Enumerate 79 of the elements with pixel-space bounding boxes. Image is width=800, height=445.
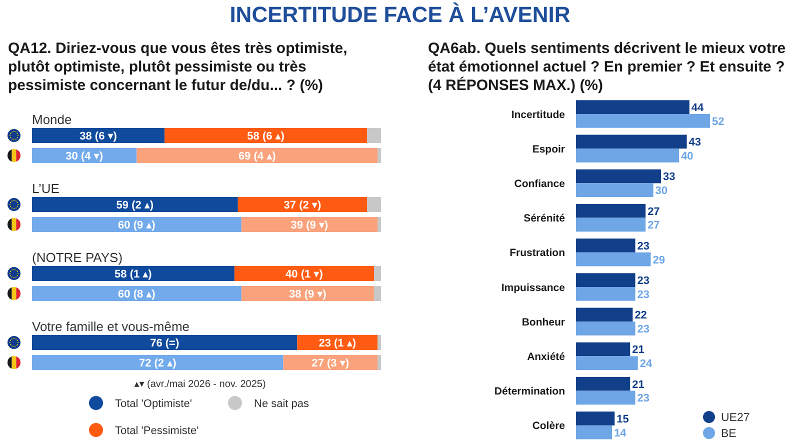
data-label: 38 (9 ▾) <box>289 288 327 300</box>
bar <box>576 390 636 405</box>
data-label: 23 (1 ▴) <box>318 337 356 350</box>
chart-title: QA12. Diriez-vous que vous êtes très optimiste, plutôt optimiste, plutôt pessimiste ou très pessimiste concernant le futur de/du... ? (%) <box>8 40 348 94</box>
data-label: 38 (6 ▾) <box>80 130 118 142</box>
data-label: 24 <box>640 358 653 370</box>
data-label: 21 <box>632 378 644 391</box>
legend-label: BE <box>721 428 737 440</box>
bar <box>576 376 630 391</box>
data-label: 58 (1 ▴) <box>114 268 152 280</box>
bar <box>576 273 636 287</box>
data-label: 27 <box>648 220 660 232</box>
data-label: 21 <box>632 344 644 356</box>
y-tick-label: L’UE <box>32 181 60 196</box>
legend-label: Total 'Pessimiste' <box>115 424 199 437</box>
data-label: 30 (4 ▾) <box>66 150 104 162</box>
data-label: 15 <box>616 413 629 426</box>
data-label: 43 <box>688 136 702 149</box>
bar <box>576 425 612 440</box>
data-label: 60 (8 ▴) <box>118 288 156 300</box>
data-label: 37 (2 ▾) <box>284 199 322 212</box>
y-tick-label: Impuissance <box>501 282 566 294</box>
y-tick-label: Confiance <box>514 178 566 190</box>
y-tick-label: Monde <box>32 112 72 127</box>
legend-label: Ne sait pas <box>254 398 310 410</box>
bar <box>576 114 710 128</box>
y-tick-label: Anxiété <box>527 350 566 363</box>
bar <box>576 356 638 370</box>
data-label: 22 <box>634 310 647 322</box>
data-label: 23 <box>637 240 650 252</box>
data-label: 23 <box>637 288 650 301</box>
y-tick-label: Bonheur <box>522 316 565 328</box>
data-label: 60 (9 ▴) <box>118 219 156 232</box>
bar <box>576 134 687 149</box>
data-label: 44 <box>691 102 704 114</box>
bar <box>576 169 662 184</box>
y-tick-label: (NOTRE PAYS) <box>32 250 123 265</box>
bar <box>576 342 630 356</box>
bar <box>576 218 646 232</box>
data-label: 69 (4 ▴) <box>238 150 276 162</box>
legend-label: UE27 <box>721 412 750 424</box>
bar <box>576 308 633 322</box>
data-label: 23 <box>637 275 650 288</box>
data-label: 30 <box>655 185 668 198</box>
chart-title: QA6ab. Quels sentiments décrivent le mieux votre état émotionnel actuel ? En premier ? Et ensuite ? (4 RÉPONSES MAX.) (%) <box>428 40 786 94</box>
bar <box>576 183 654 198</box>
data-label: 76 (=) <box>150 337 180 350</box>
data-label: 14 <box>614 427 628 440</box>
text: ▴▾ (avr./mai 2026 - nov. 2025) <box>134 379 266 390</box>
bar <box>576 322 636 336</box>
data-label: 58 (6 ▴) <box>247 130 285 142</box>
data-label: 59 (2 ▴) <box>116 199 154 212</box>
legend-label: Total 'Optimiste' <box>115 398 192 410</box>
bar <box>576 238 636 252</box>
bar <box>576 148 680 162</box>
y-tick-label: Colère <box>532 420 566 432</box>
data-label: 23 <box>637 323 650 336</box>
y-tick-label: Sérénité <box>524 212 566 225</box>
y-tick-label: Frustration <box>510 247 565 260</box>
y-tick-label: Incertitude <box>511 108 566 121</box>
y-tick-label: Détermination <box>494 386 565 398</box>
data-label: 72 (2 ▴) <box>138 357 177 370</box>
data-label: 52 <box>712 116 724 128</box>
bar <box>576 412 615 426</box>
bar <box>576 287 636 301</box>
text: INCERTITUDE FACE À L’AVENIR <box>230 2 570 27</box>
y-tick-label: Votre famille et vous-même <box>32 319 190 334</box>
bar <box>576 252 651 266</box>
data-label: 39 (9 ▾) <box>290 219 328 232</box>
bar <box>576 204 646 218</box>
bar <box>576 100 690 114</box>
data-label: 29 <box>652 254 665 266</box>
data-label: 27 <box>648 206 660 218</box>
y-tick-label: Espoir <box>532 143 565 156</box>
data-label: 23 <box>637 392 650 405</box>
data-label: 27 (3 ▾) <box>312 357 350 370</box>
data-label: 40 <box>681 150 694 162</box>
data-label: 40 (1 ▾) <box>286 268 324 280</box>
data-label: 33 <box>663 171 676 184</box>
